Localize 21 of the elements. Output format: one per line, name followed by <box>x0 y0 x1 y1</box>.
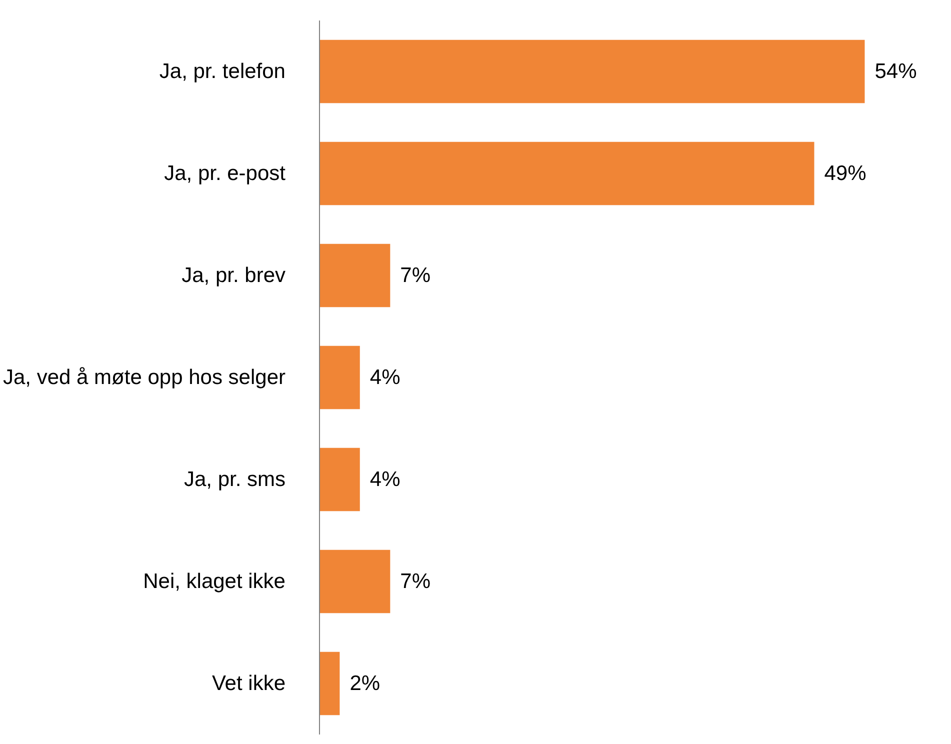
bar <box>320 346 360 410</box>
y-tick-label: Nei, klaget ikke <box>143 570 286 593</box>
data-label: 7% <box>400 264 431 287</box>
data-label: 2% <box>350 672 380 695</box>
data-label: 54% <box>874 60 917 83</box>
bar <box>320 40 865 104</box>
y-tick-label: Ja, pr. sms <box>184 468 286 491</box>
y-tick-label: Ja, ved å møte opp hos selger <box>3 366 286 389</box>
y-tick-label: Ja, pr. e-post <box>164 162 286 185</box>
bar <box>320 142 814 206</box>
data-label: 49% <box>824 162 866 185</box>
data-label: 4% <box>370 468 400 491</box>
y-tick-label: Vet ikke <box>212 672 286 695</box>
bar <box>320 550 390 614</box>
bar <box>320 448 360 512</box>
y-tick-label: Ja, pr. brev <box>182 264 286 287</box>
y-tick-label: Ja, pr. telefon <box>159 60 286 83</box>
bar <box>320 652 340 716</box>
bar <box>320 244 390 308</box>
data-label: 7% <box>400 570 431 593</box>
data-label: 4% <box>370 366 400 389</box>
